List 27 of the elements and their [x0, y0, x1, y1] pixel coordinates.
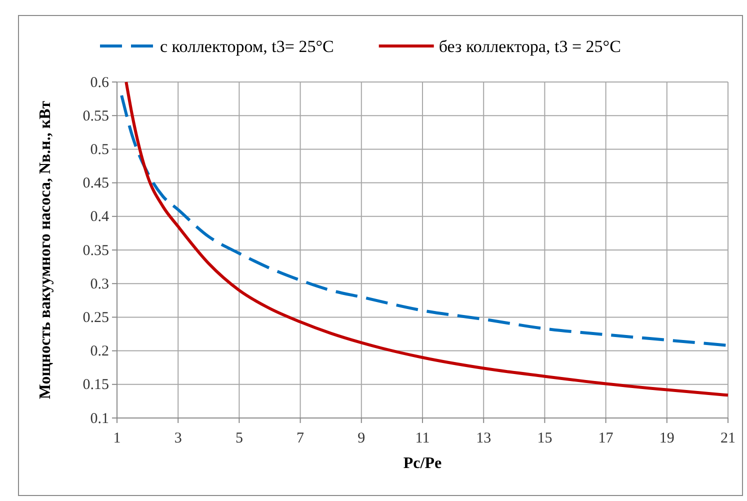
x-tick-label: 3 [174, 430, 182, 446]
y-tick-label: 0.4 [90, 209, 110, 226]
x-tick-label: 7 [296, 430, 305, 446]
y-tick-label: 0.1 [90, 410, 109, 427]
x-axis-title: Pc/Pe [403, 455, 442, 472]
y-tick-label: 0.6 [90, 74, 110, 91]
x-tick-label: 13 [476, 430, 492, 446]
legend-label: без коллектора, t3 = 25°C [438, 37, 621, 56]
y-tick-label: 0.2 [90, 344, 109, 360]
y-tick-label: 0.15 [82, 377, 109, 394]
x-tick-label: 11 [415, 430, 430, 446]
legend-label: с коллектором, t3= 25°C [160, 37, 334, 56]
y-tick-label: 0.55 [82, 108, 109, 124]
y-tick-label: 0.35 [82, 242, 109, 259]
x-tick-label: 21 [720, 430, 736, 446]
y-tick-label: 0.5 [90, 142, 109, 158]
y-tick-label: 0.25 [82, 310, 109, 326]
x-tick-label: 19 [659, 430, 674, 446]
y-axis-title: Мощность вакуумного насоса, Nв.н., кВт [37, 100, 54, 400]
x-tick-label: 17 [598, 430, 614, 446]
x-tick-label: 5 [235, 430, 243, 446]
x-tick-label: 9 [358, 430, 366, 446]
x-tick-label: 1 [113, 430, 121, 446]
y-tick-label: 0.45 [82, 176, 109, 192]
line-series [124, 80, 730, 397]
y-tick-label: 0.3 [90, 276, 109, 292]
x-tick-label: 15 [537, 430, 552, 446]
